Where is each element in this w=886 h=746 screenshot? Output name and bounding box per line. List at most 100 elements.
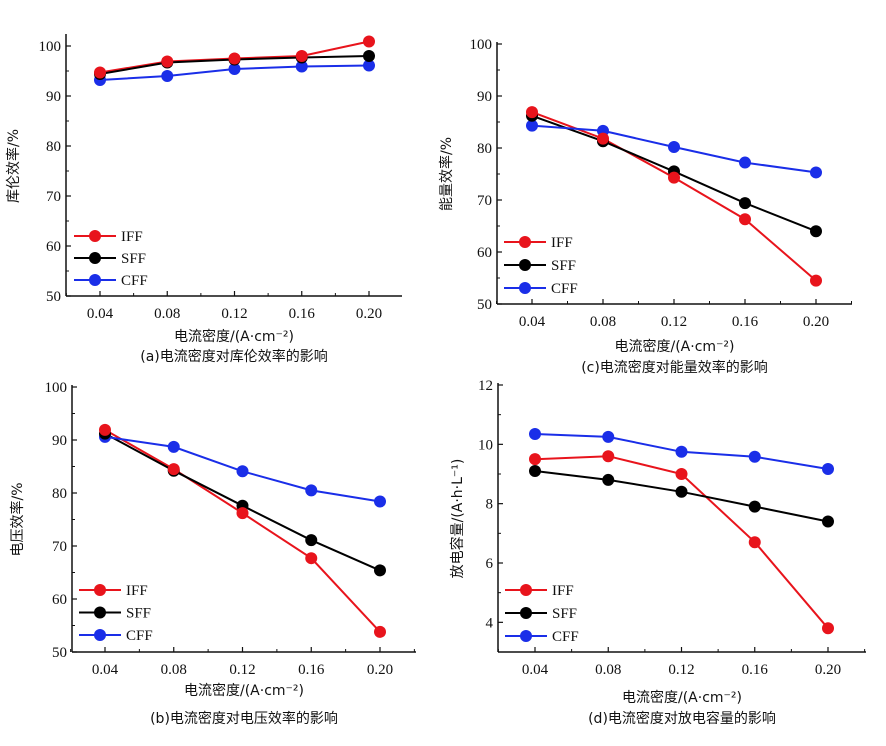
legend: IFF SFF CFF <box>505 583 579 645</box>
data-point-iff <box>363 35 375 48</box>
data-point-sff <box>305 534 318 547</box>
data-point-sff <box>739 197 751 210</box>
legend-label: CFF <box>552 629 579 645</box>
y-tick-label: 90 <box>52 433 67 449</box>
data-point-iff <box>99 423 111 436</box>
x-axis-title: 电流密度/(A·cm⁻²) <box>622 689 742 706</box>
legend-item-sff: SFF <box>505 606 577 622</box>
legend-item-cff: CFF <box>505 629 579 645</box>
data-point-iff <box>597 132 609 145</box>
data-point-cff <box>810 166 822 179</box>
data-point-iff <box>822 622 834 635</box>
y-tick-label: 50 <box>477 297 492 313</box>
y-tick-label: 8 <box>486 497 494 513</box>
legend-label: IFF <box>552 583 574 599</box>
y-tick-label: 6 <box>486 556 494 572</box>
legend-label: IFF <box>121 229 143 245</box>
x-tick-label: 0.20 <box>356 306 382 322</box>
y-tick-label: 80 <box>46 139 61 155</box>
legend-marker <box>94 584 106 596</box>
legend-marker <box>94 606 106 619</box>
y-tick-label: 60 <box>52 592 67 608</box>
data-point-iff <box>228 52 241 65</box>
x-tick-label: 0.04 <box>522 662 549 678</box>
y-axis-title: 库伦效率/% <box>5 129 22 203</box>
x-tick-label: 0.16 <box>289 306 316 322</box>
y-tick-label: 90 <box>477 89 492 105</box>
series-line-iff <box>531 111 817 282</box>
data-point-iff <box>161 55 174 68</box>
data-point-iff <box>305 552 318 565</box>
legend-marker <box>89 252 101 264</box>
x-tick-label: 0.20 <box>815 662 841 678</box>
y-tick-label: 70 <box>46 189 61 205</box>
data-point-cff <box>161 70 174 82</box>
x-tick-label: 0.16 <box>742 662 769 678</box>
x-tick-label: 0.12 <box>221 306 247 322</box>
data-point-cff <box>668 140 680 153</box>
legend-label: SFF <box>121 251 146 267</box>
x-tick-label: 0.08 <box>590 314 616 330</box>
x-tick-label: 0.12 <box>229 662 255 678</box>
data-point-cff <box>602 430 615 443</box>
panel-caption: (c)电流密度对能量效率的影响 <box>581 359 768 376</box>
legend: IFF SFF CFF <box>79 583 153 644</box>
y-tick-label: 100 <box>470 37 493 53</box>
data-point-iff <box>94 66 106 79</box>
data-point-iff <box>602 450 615 463</box>
y-tick-label: 80 <box>477 141 492 157</box>
legend-marker <box>520 630 532 642</box>
x-tick-label: 0.12 <box>661 314 687 330</box>
legend-label: SFF <box>552 606 577 622</box>
y-tick-label: 90 <box>46 89 61 105</box>
legend-item-iff: IFF <box>79 583 148 599</box>
panel-caption: (a)电流密度对库伦效率的影响 <box>140 348 328 365</box>
data-point-iff <box>739 213 751 226</box>
x-tick-label: 0.04 <box>519 314 546 330</box>
data-point-cff <box>228 63 241 75</box>
y-axis-title: 放电容量/(A·h·L⁻¹) <box>449 459 466 579</box>
data-point-cff <box>526 119 538 132</box>
data-point-sff <box>675 485 688 498</box>
legend-marker <box>519 236 531 248</box>
legend-label: IFF <box>551 235 573 251</box>
data-point-sff <box>822 515 834 528</box>
y-tick-label: 70 <box>52 539 67 555</box>
legend: IFF SFF CFF <box>74 229 148 289</box>
legend-marker <box>520 584 532 596</box>
x-tick-label: 0.20 <box>803 314 829 330</box>
legend-label: SFF <box>551 258 576 274</box>
legend-marker <box>89 230 101 242</box>
legend-label: CFF <box>126 628 153 644</box>
x-tick-label: 0.20 <box>367 662 393 678</box>
series-line-iff <box>104 429 381 633</box>
panel-a-coulombic-efficiency: 50 60 70 80 90 100 0.04 0.08 0.12 0.16 0.20 电流密度/(A… <box>5 34 402 365</box>
legend-marker <box>519 259 531 271</box>
data-point-iff <box>748 536 761 549</box>
legend-item-iff: IFF <box>504 235 573 251</box>
data-point-cff <box>374 495 386 508</box>
x-tick-label: 0.08 <box>154 306 180 322</box>
data-point-sff <box>810 225 822 238</box>
legend-label: IFF <box>126 583 148 599</box>
data-point-cff <box>675 445 688 458</box>
legend-item-cff: CFF <box>79 628 153 644</box>
legend-marker <box>89 274 101 286</box>
x-axis-title: 电流密度/(A·cm⁻²) <box>184 682 304 699</box>
data-point-iff <box>167 463 180 476</box>
legend-marker <box>519 282 531 294</box>
legend-label: CFF <box>551 281 578 297</box>
data-point-sff <box>602 473 615 486</box>
y-tick-label: 60 <box>46 239 61 255</box>
data-point-iff <box>529 453 541 466</box>
x-tick-label: 0.08 <box>595 662 621 678</box>
y-tick-label: 10 <box>478 437 493 453</box>
y-tick-label: 100 <box>45 380 68 396</box>
legend-label: CFF <box>121 273 148 289</box>
legend-item-cff: CFF <box>74 273 148 289</box>
panel-c-energy-efficiency: 50 60 70 80 90 100 0.04 0.08 0.12 0.16 0.20 电流密度/(A… <box>438 37 852 376</box>
y-tick-label: 12 <box>478 378 493 394</box>
x-tick-label: 0.04 <box>92 662 119 678</box>
data-point-sff <box>748 500 761 513</box>
legend-item-iff: IFF <box>505 583 574 599</box>
